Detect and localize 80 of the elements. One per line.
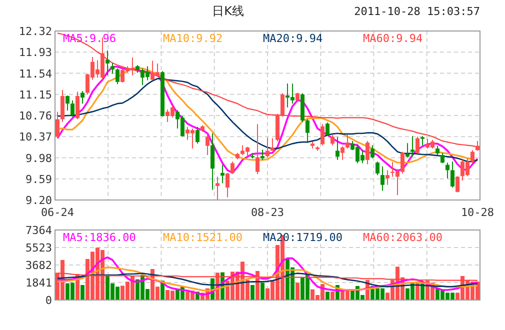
text: MA60:9.94 (363, 32, 423, 45)
bar (260, 282, 264, 300)
y-tick-label: 3682 (26, 259, 52, 272)
candlestick (66, 94, 70, 112)
y-tick-label: 9.98 (26, 152, 52, 165)
y-tick-label: 12.32 (18, 25, 52, 38)
candlestick (336, 136, 340, 160)
line-series (56, 256, 478, 296)
candlestick (230, 161, 234, 174)
line-series (56, 272, 478, 288)
candlestick (420, 136, 424, 146)
chart-title: 日K线 (212, 4, 244, 18)
y-tick-label: 10.76 (18, 110, 52, 122)
candlestick (330, 134, 334, 146)
bar (80, 285, 84, 300)
y-tick-label: 5523 (26, 242, 52, 254)
candlestick (270, 138, 274, 152)
candlestick (306, 118, 310, 142)
candlestick (296, 92, 300, 102)
candlestick (470, 150, 474, 164)
candlestick (476, 140, 480, 152)
candlestick (370, 144, 374, 159)
candlestick (450, 161, 454, 188)
bar (296, 282, 300, 300)
line-series (56, 266, 478, 292)
text: MA60:2063.00 (363, 231, 442, 244)
y-tick-label: 10.37 (18, 130, 52, 144)
bar (326, 292, 330, 300)
x-tick-label: 10-28 (460, 206, 494, 219)
candlestick (340, 146, 344, 160)
text: 2011-10-28 15:03:57 (354, 5, 480, 18)
candlestick (56, 111, 60, 139)
candlestick (260, 149, 264, 160)
candlestick (266, 137, 270, 158)
text: MA20:9.94 (263, 32, 323, 45)
candlestick (416, 136, 420, 154)
candlestick (60, 90, 64, 122)
candlestick (366, 140, 370, 165)
y-tick-label: 11.54 (18, 67, 52, 80)
candlestick (76, 91, 80, 120)
candlestick (226, 172, 230, 198)
candlestick (256, 124, 260, 174)
y-tick-label: 11.15 (18, 88, 52, 102)
candlestick (386, 170, 390, 186)
y-tick-label: 9.20 (26, 194, 52, 207)
candlestick (216, 176, 220, 200)
y-tick-label: 1841 (26, 276, 52, 290)
series-label: MA5:1836.00 (63, 231, 136, 244)
candlestick (436, 145, 440, 156)
candlestick (106, 50, 110, 76)
y-tick-label: 9.59 (26, 172, 52, 186)
candlestick (116, 68, 120, 85)
y-tick-label: 0 (45, 294, 52, 307)
candlestick (440, 152, 444, 164)
candlestick (196, 126, 200, 144)
candlestick (280, 92, 284, 118)
bar (330, 292, 334, 300)
y-tick-label: 7364 (26, 224, 52, 237)
bar (250, 285, 254, 300)
candlestick (410, 136, 414, 158)
candlestick (406, 142, 410, 158)
line-series (56, 272, 478, 281)
candlestick (220, 164, 224, 184)
candlestick (456, 176, 460, 193)
candlestick (380, 166, 384, 192)
text: MA10:9.92 (163, 32, 223, 45)
text: MA10:1521.00 (163, 231, 242, 244)
x-tick-label: 06-24 (40, 206, 74, 219)
candlestick (346, 134, 350, 150)
candlestick (80, 90, 84, 104)
candlestick (70, 100, 74, 118)
candlestick (320, 124, 324, 146)
candlestick (210, 132, 214, 190)
y-tick-label: 11.93 (18, 46, 52, 60)
candlestick (110, 62, 114, 74)
candlestick (326, 122, 330, 137)
x-tick-label: 08-23 (250, 206, 284, 219)
candlestick (446, 162, 450, 179)
candlestick (376, 161, 380, 176)
candlestick (206, 134, 210, 156)
